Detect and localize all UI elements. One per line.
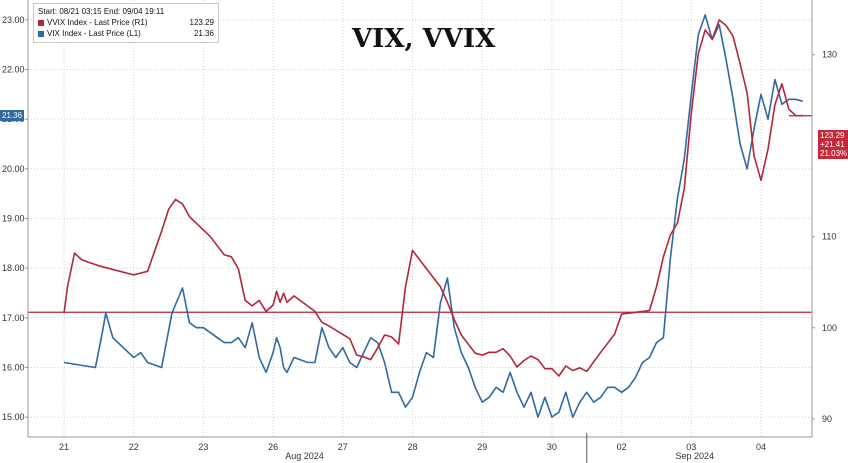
x-tick-label: 23	[198, 442, 208, 452]
x-tick-label: 26	[268, 442, 278, 452]
x-tick-label: 22	[129, 442, 139, 452]
x-tick-label: 30	[547, 442, 557, 452]
legend-value-vvix: 123.29	[189, 18, 214, 27]
legend-swatch-vix	[38, 30, 44, 37]
chart-title: VIX, VVIX	[352, 24, 496, 54]
y-right-tick-label: 110	[822, 232, 836, 242]
y-left-tick-label: 20.00	[2, 164, 25, 174]
x-month-label: Aug 2024	[285, 451, 324, 461]
legend-item-vix: VIX Index - Last Price (L1) 21.36	[38, 28, 214, 39]
y-right-tick-label: 130	[822, 50, 837, 60]
series-lines	[63, 14, 812, 418]
x-tick-label: 02	[617, 442, 627, 452]
x-tick-label: 27	[338, 442, 348, 452]
x-tick-label: 21	[59, 442, 69, 452]
legend-label-vvix: VVIX Index - Last Price (R1)	[47, 18, 148, 27]
y-left-tick-label: 19.00	[2, 214, 25, 224]
x-tick-label: 29	[477, 442, 487, 452]
vvix-change-pct: 21.03%	[820, 149, 848, 158]
y-right-tick-label: 90	[822, 414, 832, 424]
y-left-tick-label: 23.00	[2, 15, 25, 25]
x-tick-label: 03	[686, 442, 696, 452]
x-tick-label: 28	[407, 442, 417, 452]
legend-value-vix: 21.36	[193, 29, 214, 38]
y-left-tick-label: 22.00	[2, 65, 25, 75]
y-right-tick-label: 100	[822, 323, 837, 333]
legend-label-vix: VIX Index - Last Price (L1)	[47, 29, 141, 38]
legend: Start: 08/21 03:15 End: 09/04 19:11 VVIX…	[33, 3, 219, 43]
legend-item-vvix: VVIX Index - Last Price (R1) 123.29	[38, 17, 214, 28]
y-left-tick-label: 18.00	[2, 263, 25, 273]
legend-range: Start: 08/21 03:15 End: 09/04 19:11	[38, 6, 214, 17]
vix-last-price-tag: 21.36	[0, 110, 25, 121]
vix-line	[63, 14, 804, 418]
y-left-tick-label: 16.00	[2, 362, 25, 372]
grid-lines	[28, 0, 812, 437]
legend-range-text: Start: 08/21 03:15 End: 09/04 19:11	[38, 7, 165, 16]
legend-swatch-vvix	[38, 19, 44, 26]
vvix-change-value: +21.41	[820, 140, 845, 149]
vvix-last-price-tag: 123.29 +21.41 21.03%	[818, 130, 848, 159]
vvix-line	[63, 19, 803, 377]
x-tick-label: 04	[756, 442, 766, 452]
x-month-label: Sep 2024	[676, 451, 715, 461]
y-left-tick-label: 15.00	[2, 412, 25, 422]
vvix-last-value: 123.29	[820, 131, 845, 140]
y-left-tick-label: 17.00	[2, 313, 25, 323]
